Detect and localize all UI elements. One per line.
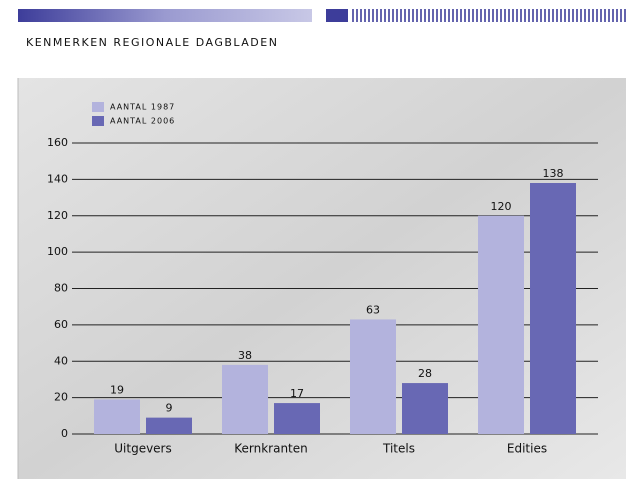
data-label: 19	[110, 383, 124, 396]
y-tick-label: 160	[47, 136, 68, 149]
legend-label: AANTAL 1987	[110, 103, 175, 112]
data-label: 63	[366, 303, 380, 316]
x-tick-label: Uitgevers	[114, 442, 172, 456]
y-tick-label: 140	[47, 172, 68, 185]
data-label: 28	[418, 367, 432, 380]
page: KENMERKEN REGIONALE DAGBLADEN 0 20 40 60 80 1…	[0, 0, 626, 479]
top-bar	[18, 9, 312, 22]
top-bar	[350, 9, 626, 22]
y-tick-label: 80	[54, 282, 68, 295]
bar	[478, 216, 524, 434]
y-tick-label: 120	[47, 209, 68, 222]
data-label: 9	[166, 402, 173, 415]
x-tick-label: Titels	[382, 442, 415, 456]
bar	[402, 383, 448, 434]
y-tick-label: 0	[61, 427, 68, 440]
legend-label: AANTAL 2006	[110, 117, 175, 126]
y-tick-label: 40	[54, 354, 68, 367]
y-tick-label: 100	[47, 245, 68, 258]
data-label: 138	[543, 167, 564, 180]
chart: KENMERKEN REGIONALE DAGBLADEN 0 20 40 60 80 1…	[0, 0, 626, 479]
y-tick-label: 20	[54, 391, 68, 404]
data-label: 38	[238, 349, 252, 362]
bar	[222, 365, 268, 434]
x-tick-label: Kernkranten	[234, 442, 308, 456]
bar	[146, 418, 192, 434]
bar	[94, 399, 140, 434]
bar	[350, 319, 396, 434]
data-label: 120	[491, 200, 512, 213]
legend-swatch	[92, 116, 104, 126]
chart-title: KENMERKEN REGIONALE DAGBLADEN	[26, 36, 278, 49]
top-bar	[326, 9, 348, 22]
data-label: 17	[290, 387, 304, 400]
bar	[530, 183, 576, 434]
x-tick-label: Edities	[507, 442, 547, 456]
legend-swatch	[92, 102, 104, 112]
bar	[274, 403, 320, 434]
y-tick-label: 60	[54, 318, 68, 331]
